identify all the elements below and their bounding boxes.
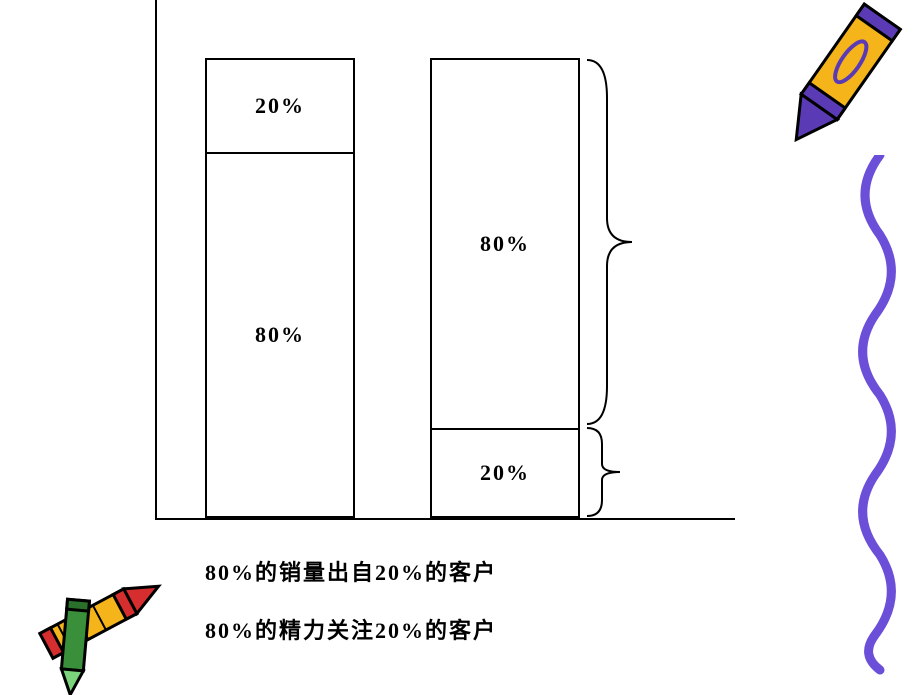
x-axis <box>155 518 735 520</box>
bar-left-bottom-label: 80% <box>255 322 305 348</box>
squiggle-icon <box>840 155 910 675</box>
crayon-top-right-icon <box>770 0 920 170</box>
bar-right-top-segment: 80% <box>432 60 578 428</box>
bar-left-top-segment: 20% <box>207 60 353 152</box>
bar-left-bottom-segment: 80% <box>207 152 353 516</box>
bar-left-top-label: 20% <box>255 93 305 119</box>
bar-right-top-label: 80% <box>480 231 530 257</box>
brace-bottom <box>582 426 632 518</box>
bar-right: 80% 20% <box>430 58 580 518</box>
bar-left: 20% 80% <box>205 58 355 518</box>
caption-line-1: 80%的销量出自20%的客户 <box>205 555 497 587</box>
bar-right-bottom-label: 20% <box>480 460 530 486</box>
bar-right-bottom-segment: 20% <box>432 428 578 516</box>
pareto-chart: 20% 80% 80% 20% <box>155 0 735 520</box>
brace-top <box>582 58 642 426</box>
captions: 80%的销量出自20%的客户 80%的精力关注20%的客户 <box>205 555 497 671</box>
crayons-bottom-left-icon <box>5 545 185 695</box>
caption-line-2: 80%的精力关注20%的客户 <box>205 613 497 645</box>
y-axis <box>155 0 157 520</box>
